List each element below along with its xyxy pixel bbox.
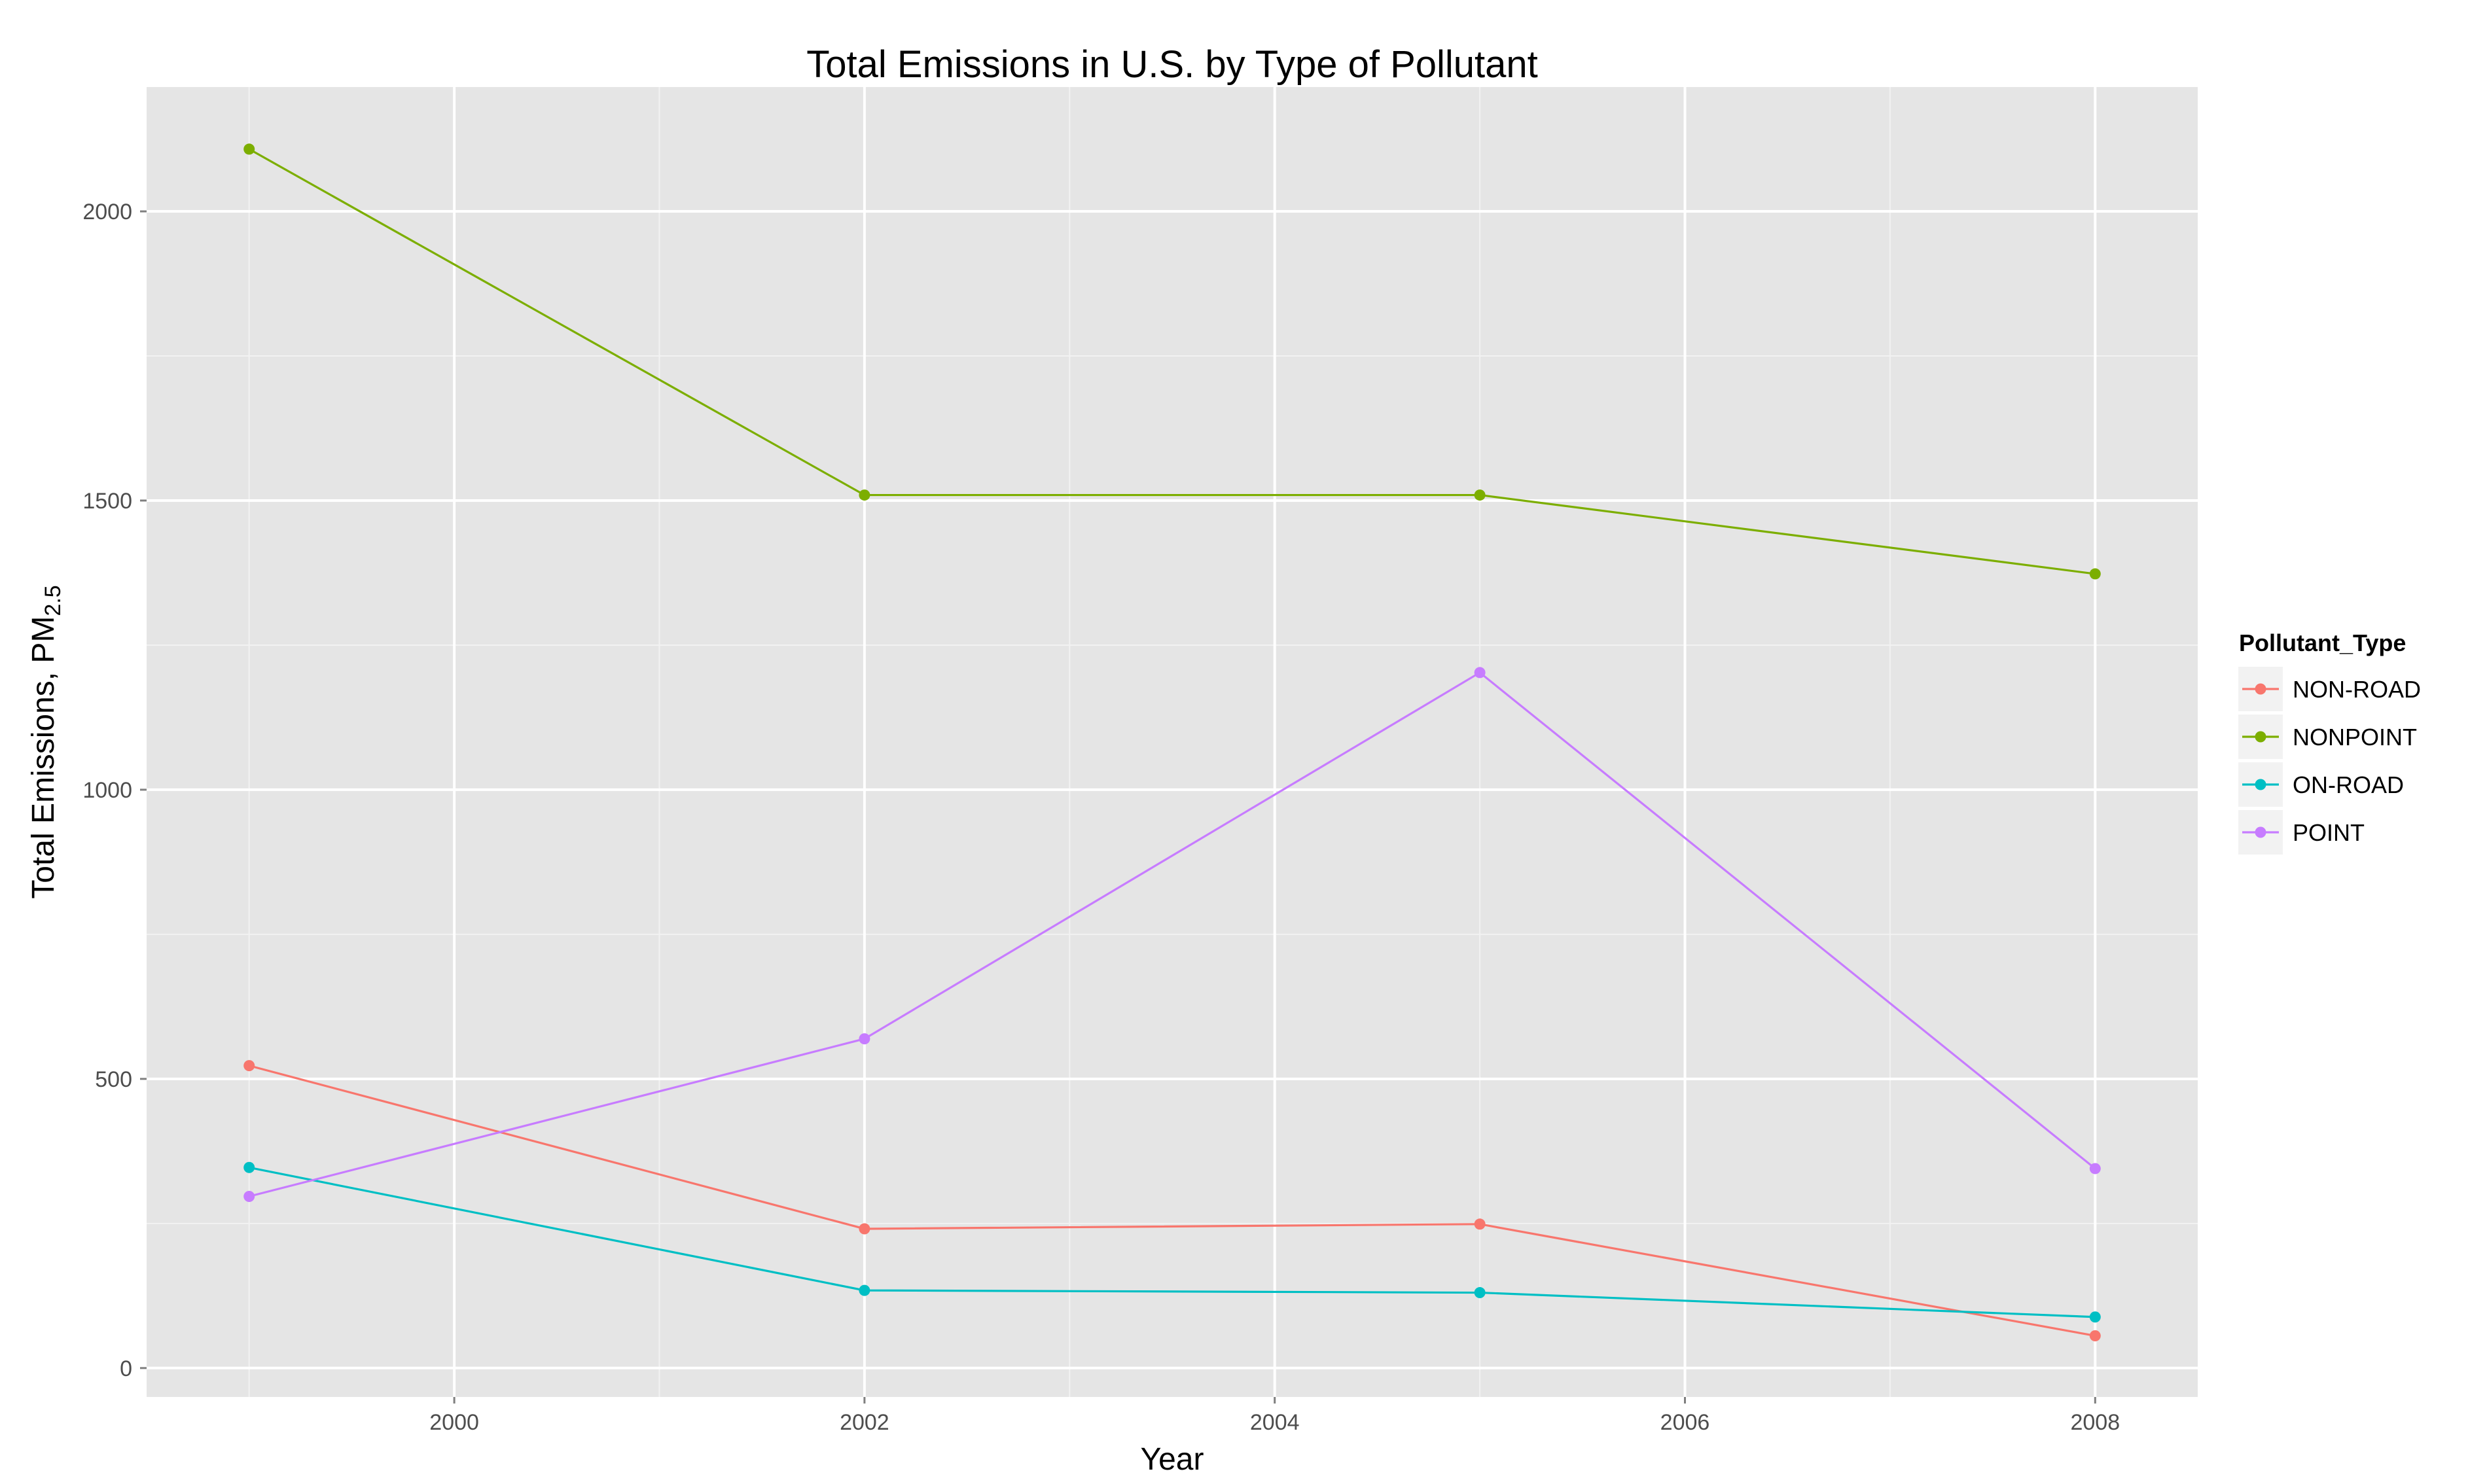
data-point-point: [859, 1033, 870, 1045]
chart-title: Total Emissions in U.S. by Type of Pollu…: [806, 43, 1538, 86]
legend-label-nonpoint: NONPOINT: [2293, 724, 2417, 751]
legend-key-point-on-road: [2255, 779, 2266, 790]
data-point-nonpoint: [1474, 489, 1486, 501]
legend-label-on-road: ON-ROAD: [2293, 771, 2404, 798]
series-points: [243, 143, 2101, 1341]
legend-label-non-road: NON-ROAD: [2293, 676, 2421, 703]
data-point-nonpoint: [243, 143, 255, 155]
grid-major: [147, 87, 2198, 1397]
plot-panel: [147, 87, 2198, 1397]
series-line-point: [249, 671, 2096, 1198]
data-point-on-road: [859, 1284, 870, 1296]
data-point-non-road: [1474, 1218, 1486, 1230]
y-tick-label: 1000: [82, 778, 132, 803]
series-line-non-road: [249, 1065, 2096, 1337]
data-point-on-road: [2089, 1311, 2101, 1323]
grid-minor: [147, 87, 2198, 1397]
y-tick-label: 0: [120, 1356, 132, 1381]
series-lines: [248, 148, 2096, 1337]
x-axis: 2000 2002 2004 2006 2008: [429, 1397, 2120, 1435]
x-tick-label: 2006: [1660, 1410, 1710, 1435]
y-axis-title-main: Total Emissions, PM: [26, 616, 61, 899]
data-point-non-road: [2089, 1330, 2101, 1341]
y-tick-label: 1500: [82, 489, 132, 514]
data-point-nonpoint: [2089, 568, 2101, 580]
data-point-point: [243, 1190, 255, 1202]
x-tick-label: 2002: [840, 1410, 889, 1435]
data-point-non-road: [859, 1223, 870, 1235]
legend-key-point-non-road: [2255, 683, 2266, 695]
x-tick-label: 2000: [429, 1410, 479, 1435]
x-tick-label: 2008: [2070, 1410, 2120, 1435]
data-point-nonpoint: [859, 489, 870, 501]
data-point-point: [2089, 1163, 2101, 1175]
legend-key-point-point: [2255, 826, 2266, 838]
y-axis-title-subscript: 2.5: [41, 585, 65, 616]
legend-title: Pollutant_Type: [2239, 629, 2406, 656]
y-axis: 0 500 1000 1500 2000: [82, 200, 147, 1381]
series-line-on-road: [249, 1166, 2096, 1318]
data-point-non-road: [243, 1060, 255, 1072]
data-point-on-road: [1474, 1287, 1486, 1299]
legend-label-point: POINT: [2293, 819, 2365, 846]
series-line-nonpoint: [248, 148, 2096, 575]
legend: Pollutant_Type NON-ROAD NONPOINT ON-ROAD PO…: [2237, 629, 2421, 856]
y-axis-title: Total Emissions, PM2.5: [26, 585, 65, 898]
x-axis-title: Year: [1141, 1442, 1204, 1477]
data-point-on-road: [243, 1161, 255, 1173]
legend-key-point-nonpoint: [2255, 731, 2266, 743]
x-tick-label: 2004: [1250, 1410, 1300, 1435]
data-point-point: [1474, 667, 1486, 679]
y-tick-label: 2000: [82, 200, 132, 224]
legend-items: NON-ROAD NONPOINT ON-ROAD POINT: [2237, 665, 2421, 856]
y-tick-label: 500: [95, 1067, 132, 1092]
